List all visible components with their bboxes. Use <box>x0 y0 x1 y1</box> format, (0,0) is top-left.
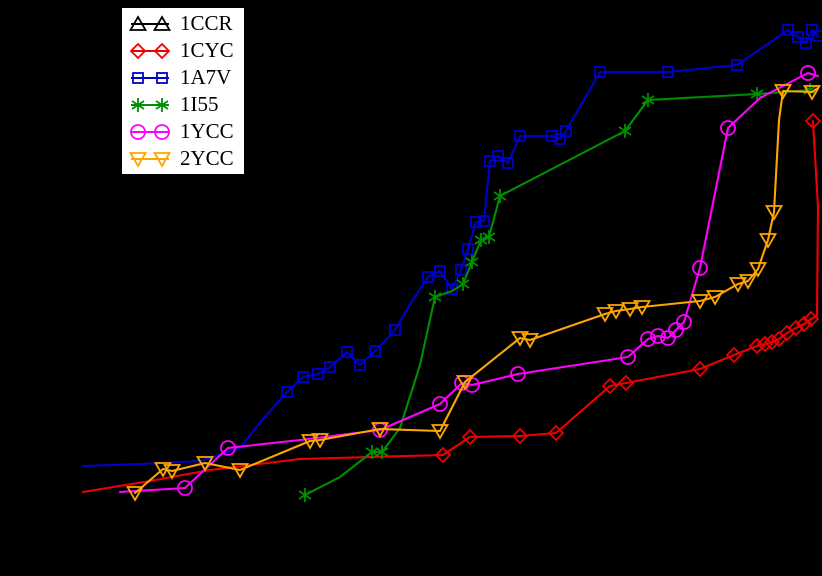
legend-sample-triangle-down-icon <box>128 151 172 168</box>
legend-item-1cyc: 1CYC <box>128 37 234 64</box>
legend-item-1ccr: 1CCR <box>128 10 234 37</box>
legend-sample-asterisk-icon <box>131 97 169 112</box>
chart-legend: 1CCR 1CYC 1A7V 1I55 1YCC 2YCC <box>121 7 245 175</box>
legend-item-1i55: 1I55 <box>128 91 234 118</box>
legend-label-1ccr: 1CCR <box>180 11 233 35</box>
legend-label-1i55: 1I55 <box>180 92 219 116</box>
legend-item-1a7v: 1A7V <box>128 64 234 91</box>
legend-item-1ycc: 1YCC <box>128 118 234 145</box>
legend-label-1a7v: 1A7V <box>180 65 232 89</box>
legend-label-1cyc: 1CYC <box>180 38 234 62</box>
legend-item-2ycc: 2YCC <box>128 145 234 172</box>
legend-sample-triangle-up-icon <box>128 14 172 31</box>
legend-sample-circle-icon <box>130 123 170 140</box>
legend-sample-diamond-icon <box>129 42 171 59</box>
legend-label-1ycc: 1YCC <box>180 119 234 143</box>
legend-sample-square-icon <box>131 71 169 84</box>
legend-label-2ycc: 2YCC <box>180 146 234 170</box>
